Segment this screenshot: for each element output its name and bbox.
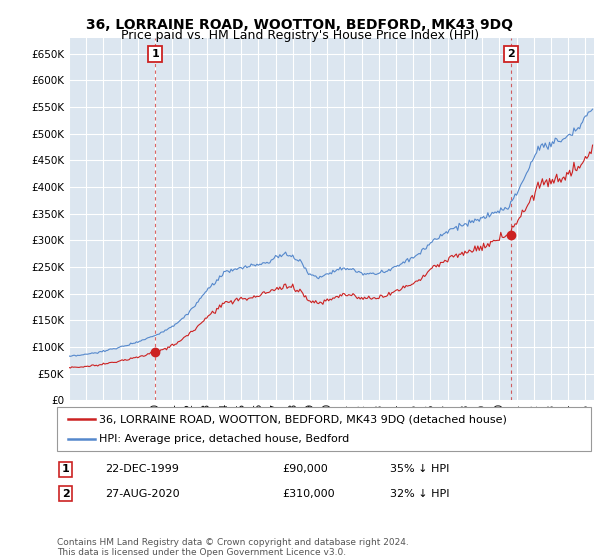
Text: 36, LORRAINE ROAD, WOOTTON, BEDFORD, MK43 9DQ: 36, LORRAINE ROAD, WOOTTON, BEDFORD, MK4…	[86, 18, 514, 32]
Text: £90,000: £90,000	[282, 464, 328, 474]
Text: 1: 1	[62, 464, 70, 474]
Text: HPI: Average price, detached house, Bedford: HPI: Average price, detached house, Bedf…	[99, 433, 349, 444]
Text: 1: 1	[151, 49, 159, 59]
Text: Price paid vs. HM Land Registry's House Price Index (HPI): Price paid vs. HM Land Registry's House …	[121, 29, 479, 42]
Text: 2: 2	[62, 489, 70, 499]
Text: 35% ↓ HPI: 35% ↓ HPI	[390, 464, 449, 474]
Text: 22-DEC-1999: 22-DEC-1999	[105, 464, 179, 474]
Text: Contains HM Land Registry data © Crown copyright and database right 2024.
This d: Contains HM Land Registry data © Crown c…	[57, 538, 409, 557]
Text: 2: 2	[507, 49, 515, 59]
Text: 27-AUG-2020: 27-AUG-2020	[105, 489, 179, 499]
Text: £310,000: £310,000	[282, 489, 335, 499]
Text: 32% ↓ HPI: 32% ↓ HPI	[390, 489, 449, 499]
Text: 36, LORRAINE ROAD, WOOTTON, BEDFORD, MK43 9DQ (detached house): 36, LORRAINE ROAD, WOOTTON, BEDFORD, MK4…	[99, 414, 507, 424]
